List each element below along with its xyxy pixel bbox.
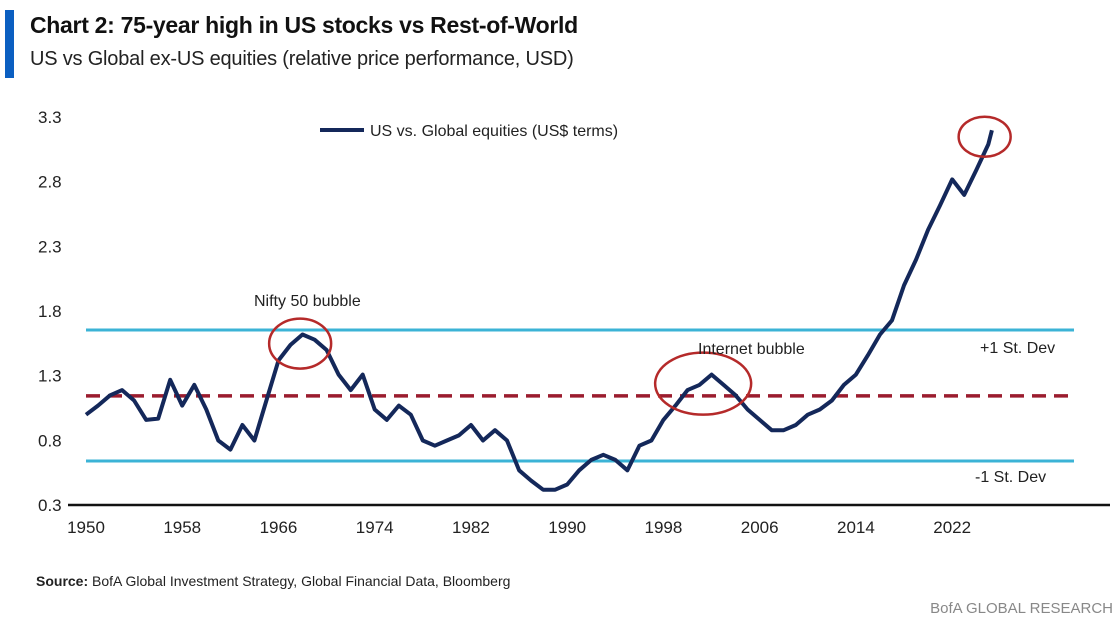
x-tick-label: 1950 — [67, 518, 105, 537]
y-tick-label: 3.3 — [38, 108, 62, 127]
y-tick-label: 2.8 — [38, 173, 62, 192]
legend-label: US vs. Global equities (US$ terms) — [370, 123, 618, 140]
y-tick-label: 0.3 — [38, 496, 62, 515]
x-tick-label: 2014 — [837, 518, 875, 537]
source-text: BofA Global Investment Strategy, Global … — [92, 573, 511, 589]
annotation-label: Nifty 50 bubble — [254, 293, 361, 310]
minus-1-stdev-label: -1 St. Dev — [975, 469, 1046, 486]
chart-title: Chart 2: 75-year high in US stocks vs Re… — [30, 12, 578, 38]
annotation-circle — [653, 351, 753, 416]
plus-1-stdev-label: +1 St. Dev — [980, 340, 1055, 357]
source-label: Source: — [36, 573, 89, 589]
x-tick-label: 1974 — [356, 518, 394, 537]
x-tick-label: 1966 — [260, 518, 298, 537]
series-line — [84, 129, 994, 492]
annotation-circle — [267, 317, 333, 370]
chart-subtitle: US vs Global ex-US equities (relative pr… — [30, 48, 574, 70]
brand-logo-text: BofA GLOBAL RESEARCH — [930, 600, 1113, 617]
y-tick-label: 2.3 — [38, 237, 62, 256]
title-accent-bar — [5, 10, 14, 78]
y-tick-label: 1.3 — [38, 367, 62, 386]
source-note: Source: BofA Global Investment Strategy,… — [36, 573, 510, 589]
x-tick-label: 2022 — [933, 518, 971, 537]
x-tick-label: 1998 — [645, 518, 683, 537]
x-tick-label: 2006 — [741, 518, 779, 537]
annotation-circle — [957, 115, 1012, 158]
annotation-label: Internet bubble — [698, 341, 805, 358]
y-tick-label: 1.8 — [38, 302, 62, 321]
x-tick-label: 1990 — [548, 518, 586, 537]
x-tick-label: 1982 — [452, 518, 490, 537]
x-tick-label: 1958 — [163, 518, 201, 537]
y-tick-label: 0.8 — [38, 431, 62, 450]
